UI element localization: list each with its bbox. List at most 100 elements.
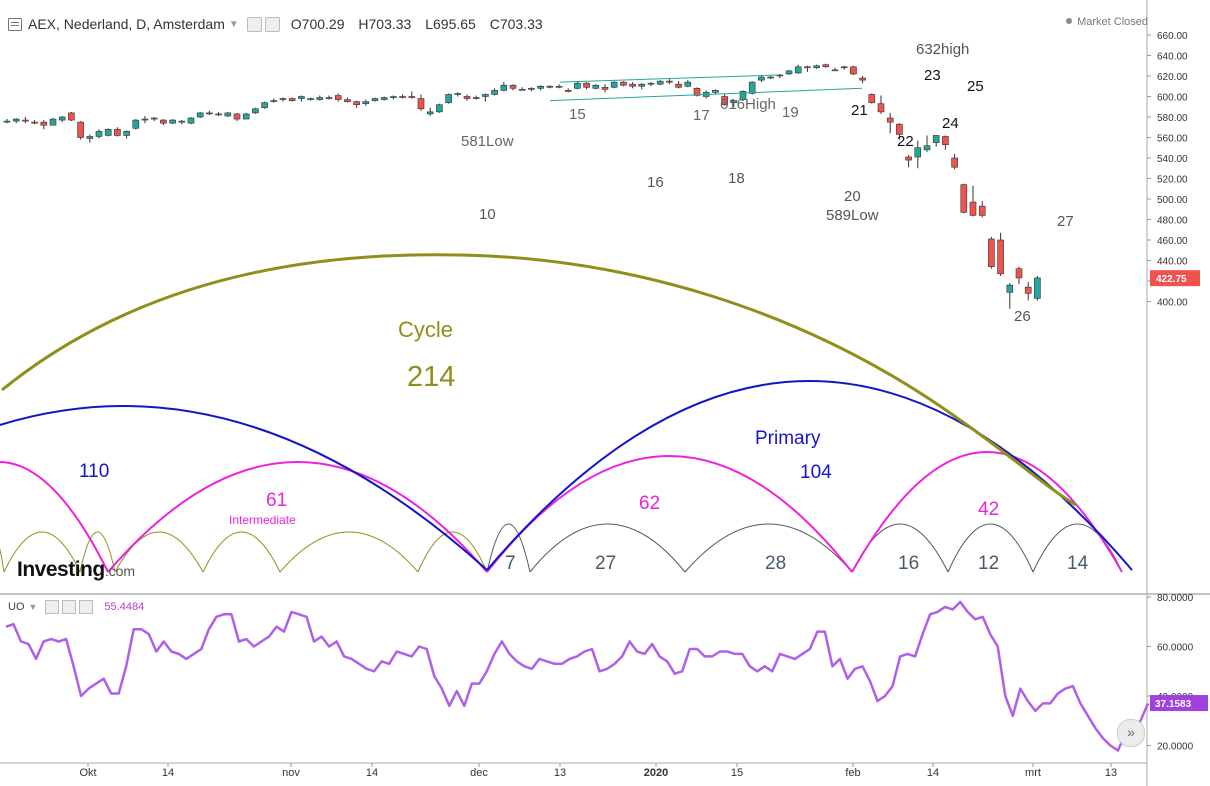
candle-body: [932, 135, 940, 143]
time-tick-label: 14: [162, 767, 174, 779]
candle-body: [371, 98, 379, 101]
chevron-down-icon[interactable]: ▼: [28, 602, 38, 612]
minor-cycle-arc: [0, 547, 5, 573]
minor-cycle-value: 16: [898, 553, 919, 574]
candle-body: [491, 90, 498, 95]
scroll-to-realtime-button[interactable]: »: [1117, 719, 1145, 747]
last-price-badge: [1150, 270, 1200, 287]
chevron-down-icon[interactable]: ▼: [228, 18, 239, 30]
minor-cycle-value: 12: [978, 553, 999, 574]
cycle-label: Cycle: [398, 317, 453, 342]
minor-cycle-arc: [202, 531, 281, 573]
candle-body: [104, 129, 112, 136]
candle-body: [399, 96, 406, 98]
candle-body: [509, 84, 517, 89]
price-tick-label: 500.00: [1157, 195, 1188, 206]
candle-body: [610, 81, 618, 88]
candle-body: [344, 99, 351, 102]
candle-body: [629, 83, 636, 87]
candle-body: [334, 95, 342, 100]
price-annotation: 632high: [916, 41, 969, 58]
price-tick-label: 640.00: [1157, 52, 1188, 63]
eye-icon[interactable]: [45, 600, 60, 614]
time-tick-label: feb: [845, 767, 860, 779]
minor-cycle-arc: [417, 531, 488, 573]
minor-cycle-arc: [279, 531, 419, 573]
cycle-arc: [1, 253, 1077, 507]
candle-body: [307, 98, 314, 100]
settings-icon[interactable]: [246, 16, 262, 32]
candle-body: [804, 66, 811, 69]
candle-body: [1034, 277, 1041, 299]
price-annotation: 24: [942, 115, 959, 132]
price-annotation: 25: [967, 78, 984, 95]
intermediate-cycle-arc: [0, 461, 109, 573]
minor-cycle-value: 14: [1067, 553, 1089, 574]
candle-body: [712, 90, 719, 93]
chart-header: AEX, Nederland, D, Amsterdam ▼ O700.29 H…: [8, 14, 553, 34]
candle-body: [923, 145, 931, 151]
candle-body: [794, 66, 802, 74]
price-tick-label: 540.00: [1157, 154, 1188, 165]
time-tick-label: Okt: [79, 767, 96, 779]
minor-cycle-arc: [114, 531, 204, 573]
time-tick-label: 13: [554, 767, 566, 779]
candle-body: [877, 103, 885, 113]
primary-label: Primary: [755, 428, 821, 449]
market-status-text: Market Closed: [1077, 16, 1148, 28]
candle-body: [472, 97, 480, 99]
candle-body: [546, 85, 554, 88]
candle-body: [298, 96, 305, 99]
price-tick-label: 400.00: [1157, 298, 1188, 309]
candle-body: [362, 101, 370, 104]
candle-body: [445, 94, 452, 103]
price-annotation: 18: [728, 170, 745, 187]
candle-body: [785, 70, 793, 75]
candle-body: [169, 119, 176, 124]
candle-body: [178, 120, 186, 123]
candle-body: [942, 136, 949, 145]
price-tick-label: 460.00: [1157, 236, 1188, 247]
time-tick-label: 14: [927, 767, 939, 779]
candle-body: [988, 238, 995, 267]
candle-body: [638, 83, 646, 87]
indicator-name[interactable]: UO: [8, 601, 25, 613]
gear-icon[interactable]: [264, 16, 280, 32]
candle-body: [1015, 268, 1023, 279]
candle-body: [160, 119, 167, 124]
candle-body: [528, 88, 535, 90]
intermediate-label: Intermediate: [229, 513, 296, 527]
candle-body: [721, 96, 728, 105]
time-tick-label: mrt: [1025, 767, 1041, 779]
minor-cycle-value: 7: [505, 553, 516, 574]
time-axis: Okt 14 nov 14 dec 13 2020 15 feb 14 mrt 13: [79, 763, 1117, 779]
candle-body: [840, 66, 848, 69]
candle-body: [132, 119, 140, 129]
intermediate-cycle-arc: [851, 451, 1123, 573]
gear-icon[interactable]: [62, 600, 77, 614]
price-annotation: 27: [1057, 213, 1074, 230]
candle-body: [951, 157, 958, 168]
price-annotation: 26: [1014, 308, 1031, 325]
candle-body: [58, 116, 66, 121]
candle-body: [436, 104, 443, 113]
trendlines[interactable]: [549, 74, 863, 102]
candle-body: [767, 76, 774, 79]
price-annotation: 589Low: [826, 207, 879, 224]
intermediate-value: 61: [266, 490, 287, 511]
candle-body: [454, 93, 462, 95]
candle-body: [31, 121, 38, 124]
high-value: H703.33: [358, 16, 412, 32]
symbol-name[interactable]: AEX, Nederland, D, Amsterdam: [28, 16, 225, 32]
candle-body: [684, 81, 692, 87]
candle-body: [40, 121, 48, 126]
primary-value: 110: [79, 461, 109, 482]
close-icon[interactable]: [79, 600, 94, 614]
annotations: 581Low 15 17 616High 19 21 632high 23 25 22 24 10 16…: [461, 41, 1074, 325]
menu-icon[interactable]: [8, 17, 22, 31]
minor-cycle-value: 28: [765, 553, 786, 574]
price-tick-label: 660.00: [1157, 31, 1188, 42]
candle-body: [518, 89, 526, 91]
